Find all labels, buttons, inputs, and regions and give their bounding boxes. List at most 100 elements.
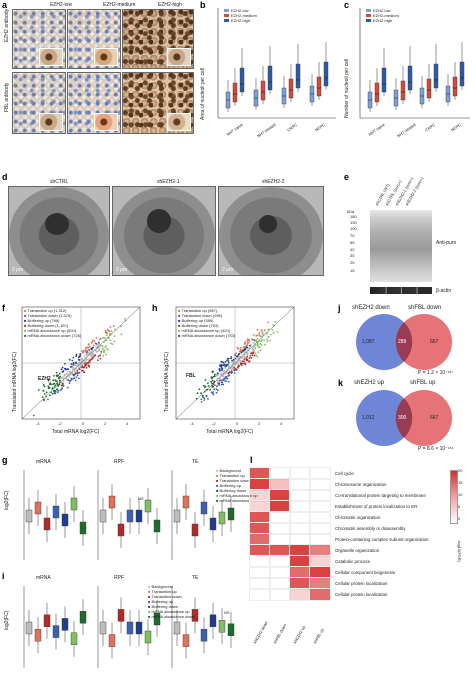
f-xtick: 2: [104, 421, 107, 426]
i-legend-text: mRNA abundance down: [151, 614, 195, 619]
heatmap-cell: [289, 566, 311, 579]
scatter-point: [56, 388, 58, 391]
f-ylabel: Translated mRNA log2(FC): [12, 351, 18, 412]
scatter-point: [265, 332, 268, 335]
scatter-point: [90, 347, 93, 350]
scatter-point: [252, 341, 255, 344]
scatter-point: [51, 387, 54, 389]
scatter-point: [65, 372, 68, 375]
panel-i-chart: [23, 586, 235, 668]
scatter-point: [219, 379, 221, 382]
heatmap-cell: [269, 500, 291, 513]
heatmap-cell: [289, 511, 311, 524]
heatmap-cell: [269, 478, 291, 491]
l-columns: shEZH2 down shFBL down shEZH2 up shFBL u…: [250, 604, 330, 654]
box: [426, 78, 432, 99]
box: [79, 611, 87, 624]
scatter-point: [53, 392, 56, 394]
scatter-point: [96, 350, 99, 353]
g-legend-item: ■ Buffering down: [216, 488, 247, 493]
e-marker: 15: [350, 268, 355, 273]
scatter-point: [249, 351, 252, 353]
scatter-point: [203, 397, 206, 400]
g-legend-text: mRNA abundance down: [219, 498, 263, 503]
scatter-point: [113, 335, 116, 338]
i-legend-item: ■ Background: [148, 584, 173, 589]
scatter-point: [267, 328, 270, 331]
scatter-point: [251, 338, 253, 340]
i-legend-text: Buffering up: [151, 599, 174, 604]
heatmap-cell: [309, 478, 331, 491]
box: [43, 614, 51, 627]
h-scatter: [195, 320, 279, 403]
scatter-point: [85, 350, 88, 353]
f-legend-text: Buffering up (766): [27, 318, 60, 323]
scatter-point: [114, 328, 116, 331]
row-fbl-antibody: FBL antibody: [4, 82, 10, 112]
panel-label-d: d: [2, 172, 8, 182]
scatter-point: [260, 335, 263, 338]
f-legend-item: ■ mRNA abundance down (726): [24, 333, 82, 338]
heatmap-cell: [289, 500, 311, 513]
scatter-point: [99, 357, 102, 360]
l-col-0: shEZH2 down: [252, 620, 269, 645]
g-legend-item: ■ mRNA abundance up: [216, 493, 258, 498]
l-col-1: shFBL down: [272, 622, 288, 645]
box: [227, 623, 235, 636]
scatter-point: [215, 391, 218, 394]
scatter-point: [234, 357, 237, 360]
scatter-point: [82, 350, 85, 352]
scatter-point: [219, 369, 221, 372]
i-legend-item: ■ Buffering up: [148, 599, 174, 604]
scatter-point: [59, 379, 62, 382]
scatter-point: [120, 333, 123, 336]
scatter-point: [219, 373, 222, 376]
scatter-point: [47, 398, 49, 401]
scatter-point: [55, 380, 58, 383]
scatter-point: [77, 358, 80, 361]
scatter-point: [251, 354, 254, 356]
scatter-point: [210, 391, 213, 394]
scatter-point: [219, 378, 222, 381]
k-venn-left: [356, 390, 412, 446]
scatter-point: [70, 363, 73, 365]
f-legend: ■ Translation up (1,312) ■ Translation d…: [24, 308, 81, 338]
scatter-point: [251, 347, 254, 350]
h-xlabel: Total mRNA log2(FC): [206, 429, 254, 435]
scatter-point: [73, 377, 76, 380]
scatter-point: [260, 329, 263, 331]
i-legend-text: Background: [151, 584, 173, 589]
e-western-blot: [370, 210, 432, 282]
scatter-point: [231, 366, 234, 368]
scatter-point: [223, 364, 226, 366]
heatmap-cell: [289, 533, 311, 546]
e-marker: 130: [350, 220, 357, 225]
heatmap-cell: [309, 522, 331, 535]
scatter-point: [100, 352, 103, 354]
scatter-point: [42, 390, 45, 392]
scatter-point: [263, 329, 266, 331]
scatter-point: [222, 361, 224, 364]
heatmap-cell: [249, 544, 271, 557]
ihc-fbl-medium: [67, 72, 121, 134]
scatter-point: [227, 357, 230, 360]
scatter-point: [109, 326, 112, 328]
scatter-point: [91, 340, 94, 343]
heatmap-cell: [269, 555, 291, 568]
scatter-point: [196, 392, 199, 394]
scatter-point: [223, 370, 226, 373]
scatter-point: [61, 387, 63, 389]
i-legend-text: Buffering down: [151, 604, 179, 609]
box: [144, 630, 152, 644]
nucleolus: [45, 213, 69, 235]
box: [108, 495, 116, 509]
scatter-point: [237, 364, 240, 367]
c-xtick-3: NEPC: [450, 122, 462, 133]
scatter-point: [120, 325, 122, 328]
b-legend-swatch-high: [224, 19, 229, 22]
scatter-point: [88, 365, 90, 367]
scatter-point: [236, 346, 239, 349]
heatmap-cell: [289, 555, 311, 568]
scatter-point: [72, 356, 75, 359]
box: [173, 509, 181, 523]
